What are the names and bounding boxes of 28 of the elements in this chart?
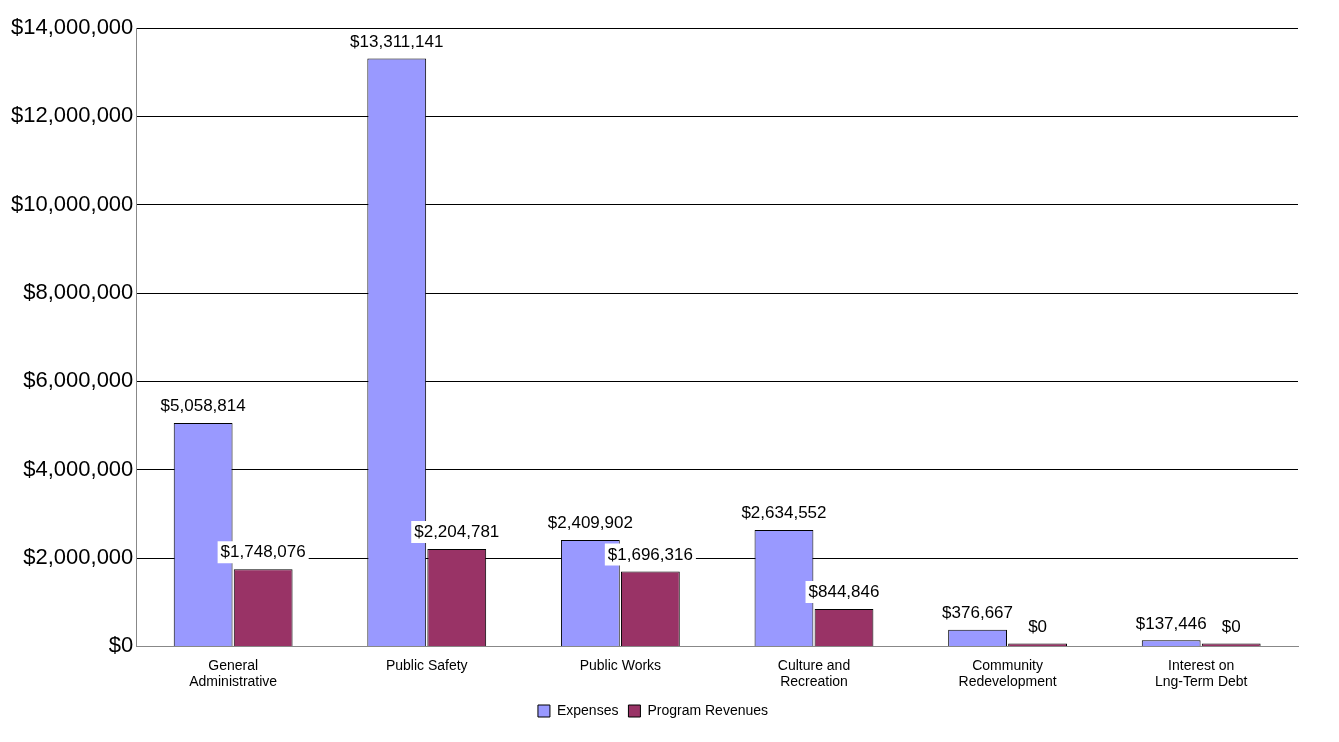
data-label: $0 <box>1028 616 1048 636</box>
data-label: $1,696,316 <box>607 544 693 564</box>
y-tick-label: $0 <box>108 632 134 658</box>
x-tick-label: Community Redevelopment <box>958 656 1057 690</box>
y-tick-label: $8,000,000 <box>23 279 134 305</box>
x-tick-label: Public Works <box>579 656 662 673</box>
x-tick-label: Public Safety <box>385 656 468 673</box>
data-label: $137,446 <box>1135 613 1207 633</box>
y-tick-label: $6,000,000 <box>23 367 134 393</box>
data-label: $2,204,781 <box>414 522 500 542</box>
data-label: $1,748,076 <box>220 542 306 562</box>
x-tick-label: Interest on Lng-Term Debt <box>1154 656 1248 690</box>
data-label: $0 <box>1221 616 1241 636</box>
y-tick-label: $14,000,000 <box>11 14 134 40</box>
x-tick-label: General Administrative <box>189 656 278 690</box>
data-label: $844,846 <box>808 582 880 602</box>
legend-label: Program Revenues <box>647 701 769 718</box>
data-label: $2,634,552 <box>741 503 827 523</box>
legend-label: Expenses <box>556 701 619 718</box>
data-label: $5,058,814 <box>160 396 246 416</box>
data-label: $13,311,141 <box>350 31 444 51</box>
y-tick-label: $4,000,000 <box>23 455 134 481</box>
x-tick-label: Culture and Recreation <box>777 656 851 690</box>
y-tick-label: $2,000,000 <box>23 544 134 570</box>
data-label: $376,667 <box>942 602 1014 622</box>
y-tick-label: $10,000,000 <box>11 190 134 216</box>
data-label: $2,409,902 <box>547 513 633 533</box>
y-tick-label: $12,000,000 <box>11 102 134 128</box>
